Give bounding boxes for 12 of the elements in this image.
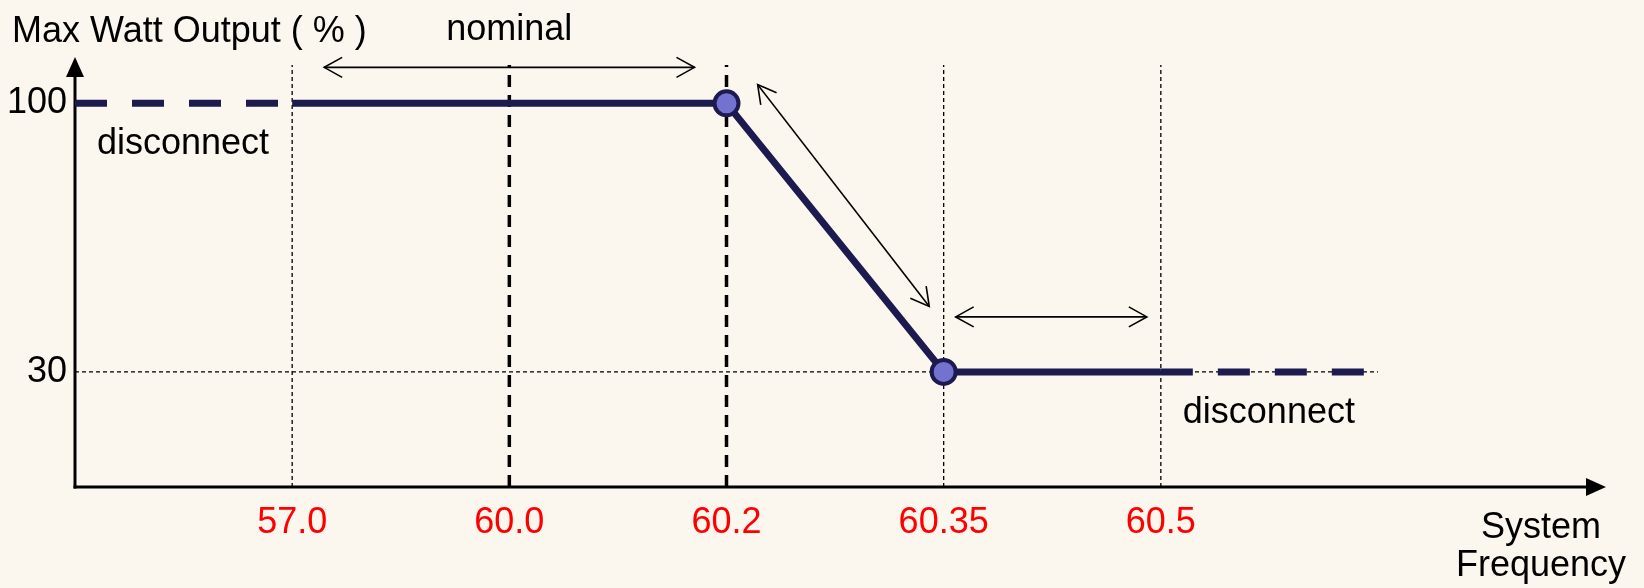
x-tick-label: 60.0 (474, 499, 545, 541)
series-label: disconnect (97, 121, 270, 163)
x-tick-label: 60.2 (691, 499, 762, 541)
x-tick-label: 60.35 (898, 499, 989, 541)
x-axis-title: System Frequency (1455, 505, 1627, 584)
x-tick-label: 60.5 (1125, 499, 1196, 541)
y-tick-label: 30 (26, 348, 67, 390)
x-tick-label: 57.0 (257, 499, 328, 541)
y-axis-title: Max Watt Output ( % ) (12, 9, 367, 50)
y-tick-label: 100 (6, 80, 67, 122)
series-label: disconnect (1182, 389, 1355, 431)
text: nominal (446, 7, 573, 48)
